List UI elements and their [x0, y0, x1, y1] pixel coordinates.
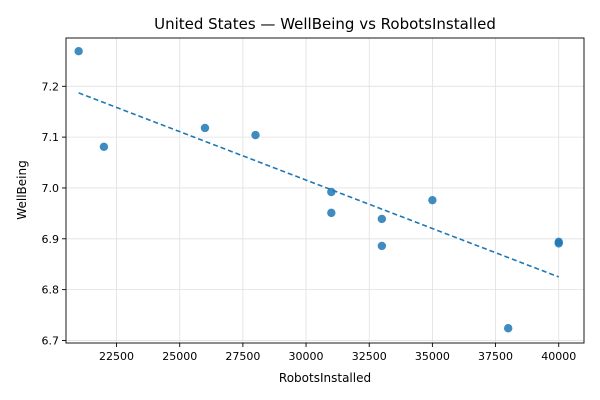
data-point: [327, 208, 336, 218]
data-point: [503, 324, 513, 333]
x-tick-label: 27500: [225, 350, 260, 363]
data-point: [99, 142, 109, 151]
x-tick-label: 37500: [478, 350, 513, 363]
x-tick-label: 32500: [352, 350, 387, 363]
y-tick-label: 7.2: [42, 80, 60, 93]
y-axis-label: WellBeing: [15, 160, 29, 219]
x-tick-label: 22500: [99, 350, 134, 363]
y-tick-label: 6.7: [42, 334, 60, 347]
x-tick-label: 40000: [541, 350, 576, 363]
y-axis-ticks: 6.7 6.8 6.9 7.0 7.1 7.2: [42, 80, 66, 347]
data-point: [554, 239, 563, 248]
y-tick-label: 7.1: [42, 131, 60, 144]
trendline: [78, 92, 560, 278]
plot-frame: [65, 37, 585, 344]
x-tick-label: 35000: [415, 350, 450, 363]
points-layer: [74, 47, 563, 333]
data-point: [428, 195, 437, 205]
x-axis-label: RobotsInstalled: [279, 371, 371, 385]
x-tick-label: 25000: [162, 350, 197, 363]
x-axis-ticks: 22500 25000 27500 30000 32500 35000 37500 40000: [99, 343, 576, 363]
data-point: [251, 130, 260, 140]
y-tick-label: 6.9: [42, 233, 60, 246]
trendline-layer: [78, 92, 560, 278]
y-tick-label: 6.8: [42, 284, 60, 297]
data-point: [377, 214, 387, 224]
data-point: [327, 187, 336, 197]
grid-layer: [66, 38, 584, 343]
data-point: [74, 47, 83, 56]
data-point: [200, 123, 210, 133]
chart-title: United States — WellBeing vs RobotsInsta…: [154, 15, 496, 33]
y-tick-label: 7.0: [42, 182, 60, 195]
x-tick-label: 30000: [289, 350, 324, 363]
data-point: [377, 241, 387, 251]
